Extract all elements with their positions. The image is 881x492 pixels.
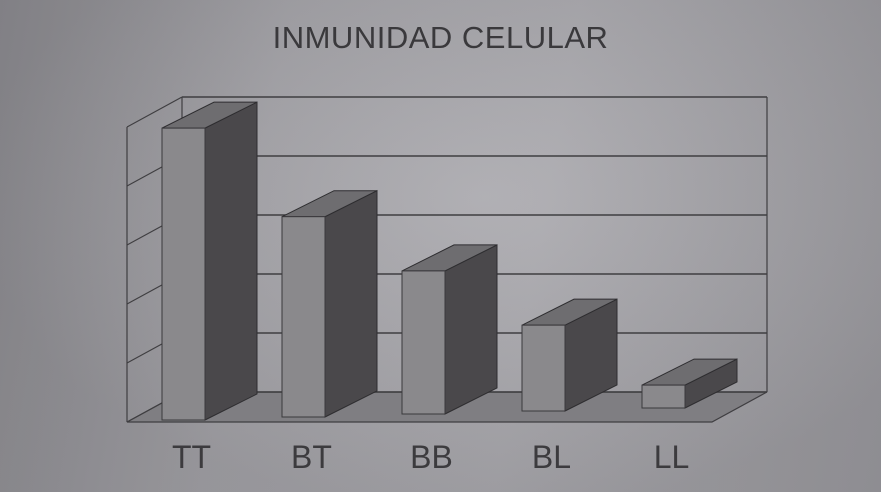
bar-front bbox=[521, 324, 566, 412]
category-label: BL bbox=[532, 439, 571, 475]
chart-title: INMUNIDAD CELULAR bbox=[272, 20, 609, 55]
bar-side bbox=[324, 189, 378, 418]
bar-front bbox=[641, 384, 686, 409]
category-label: BB bbox=[410, 439, 453, 475]
category-label: TT bbox=[172, 439, 211, 475]
bar-front bbox=[281, 216, 326, 418]
category-label: LL bbox=[654, 439, 690, 475]
bar-front bbox=[401, 270, 446, 415]
bar-front bbox=[161, 127, 206, 421]
gridline-left-wall bbox=[126, 96, 183, 128]
bar-side bbox=[204, 101, 258, 421]
bar-side bbox=[444, 244, 498, 415]
category-label: BT bbox=[291, 439, 332, 475]
